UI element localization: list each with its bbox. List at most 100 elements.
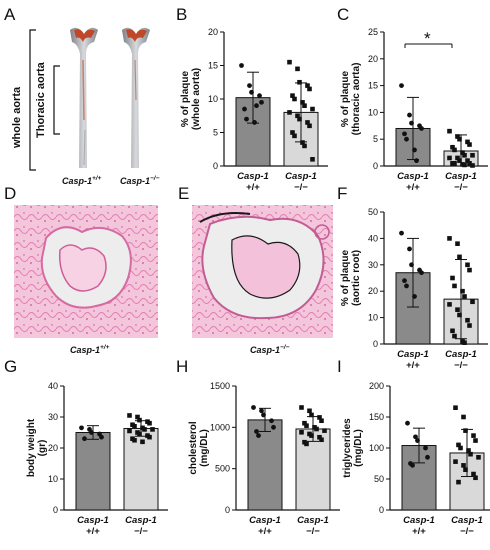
data-point-ko xyxy=(305,83,310,88)
data-point-ko xyxy=(299,405,304,410)
y-axis-label: body weight(gr) xyxy=(26,418,48,477)
data-point-ko xyxy=(140,439,145,445)
data-point-wt xyxy=(99,434,104,440)
data-point-ko xyxy=(450,275,455,281)
data-point-ko xyxy=(455,155,460,161)
aorta-ko-caption: Casp-1−/− xyxy=(120,175,160,186)
y-tick-label: 30 xyxy=(368,260,378,270)
data-point-ko xyxy=(471,471,476,477)
category-genotype-ko: −/− xyxy=(294,182,308,193)
y-axis-label-line1: body weight xyxy=(26,418,37,477)
data-point-wt xyxy=(414,158,419,164)
y-axis-label: triglycerides(mg/DL) xyxy=(342,418,364,478)
category-label-wt: Casp-1 xyxy=(249,515,281,526)
aorta-photo-ko xyxy=(122,27,150,168)
category-label-wt: Casp-1 xyxy=(397,171,429,182)
category-label-ko: Casp-1 xyxy=(445,349,477,360)
y-tick-label: 40 xyxy=(48,381,58,391)
data-point-ko xyxy=(447,128,452,134)
category-genotype-ko: −/− xyxy=(454,182,468,193)
data-point-wt xyxy=(407,112,412,118)
chart-f: 0 10 20 30 40 50 % of plaque(aortic root) Casp-… xyxy=(340,207,488,371)
data-point-wt xyxy=(402,278,407,284)
data-point-ko xyxy=(457,136,462,142)
category-label-wt: Casp-1 xyxy=(237,171,269,182)
category-label-wt: Casp-1 xyxy=(403,515,435,526)
data-point-wt xyxy=(419,270,424,276)
y-axis-label: % of plaque(aortic root) xyxy=(340,250,362,307)
data-point-ko xyxy=(137,431,142,437)
y-tick-label: 500 xyxy=(215,464,230,474)
y-tick-label: 20 xyxy=(48,443,58,453)
y-tick-label: 0 xyxy=(379,505,384,515)
category-genotype-ko: −/− xyxy=(134,526,148,537)
data-point-ko xyxy=(460,288,465,294)
data-point-wt xyxy=(402,131,407,137)
data-point-ko xyxy=(295,113,300,119)
data-point-wt xyxy=(399,83,404,88)
bar-wt xyxy=(247,419,283,511)
data-point-ko xyxy=(457,158,462,163)
data-point-ko xyxy=(471,433,476,438)
category-genotype-wt: +/+ xyxy=(86,526,100,537)
significance-bracket-c: * xyxy=(404,29,453,48)
y-tick-label: 0 xyxy=(213,161,218,171)
data-point-wt xyxy=(254,429,259,434)
data-point-wt xyxy=(423,445,428,451)
y-tick-label: 1000 xyxy=(210,422,230,432)
data-point-ko xyxy=(292,96,297,102)
data-point-ko xyxy=(309,412,314,418)
y-tick-label: 200 xyxy=(369,381,384,391)
data-point-ko xyxy=(142,427,147,432)
panel-d: Casp-1+/+ xyxy=(14,205,158,355)
data-point-ko xyxy=(467,267,472,273)
data-point-wt xyxy=(251,405,256,410)
y-tick-label: 10 xyxy=(48,474,58,484)
data-point-wt xyxy=(405,420,410,426)
data-point-ko xyxy=(476,455,481,460)
y-tick-label: 0 xyxy=(373,161,378,171)
category-genotype-ko: −/− xyxy=(454,360,468,371)
data-point-ko xyxy=(465,262,470,268)
category-genotype-wt: +/+ xyxy=(246,182,260,193)
category-label-wt: Casp-1 xyxy=(77,515,109,526)
y-tick-label: 10 xyxy=(368,313,378,323)
data-point-wt xyxy=(79,425,84,431)
chart-c: 0 5 10 15 20 25 % of plaque(thoracic aorta) Cas… xyxy=(340,27,488,193)
data-point-wt xyxy=(249,89,254,95)
y-tick-label: 0 xyxy=(373,339,378,349)
data-point-ko xyxy=(127,428,132,434)
data-point-ko xyxy=(467,323,472,328)
data-point-ko xyxy=(305,120,310,125)
data-point-ko xyxy=(462,162,467,168)
whole-aorta-bracket xyxy=(29,29,36,171)
data-point-ko xyxy=(292,133,297,139)
data-point-ko xyxy=(307,408,312,414)
data-point-wt xyxy=(271,424,276,430)
data-point-wt xyxy=(404,136,409,142)
data-point-ko xyxy=(470,163,475,168)
data-point-ko xyxy=(447,302,452,307)
data-point-ko xyxy=(461,463,466,468)
data-point-wt xyxy=(413,434,418,440)
y-axis-label-line2: (whole aorta) xyxy=(191,68,202,130)
data-point-ko xyxy=(132,437,137,443)
data-point-ko xyxy=(287,59,292,65)
data-point-ko xyxy=(457,254,462,260)
panel-label-h: H xyxy=(176,357,188,376)
data-point-ko xyxy=(295,66,300,72)
y-tick-label: 10 xyxy=(368,107,378,117)
category-genotype-wt: +/+ xyxy=(412,526,426,537)
data-point-wt xyxy=(409,262,414,268)
data-point-wt xyxy=(242,106,247,112)
panel-label-i: I xyxy=(337,357,342,376)
data-point-ko xyxy=(300,140,305,145)
data-point-ko xyxy=(132,424,137,429)
data-point-wt xyxy=(244,116,249,122)
data-point-ko xyxy=(470,152,475,158)
data-point-ko xyxy=(450,144,455,150)
data-point-wt xyxy=(419,126,424,131)
